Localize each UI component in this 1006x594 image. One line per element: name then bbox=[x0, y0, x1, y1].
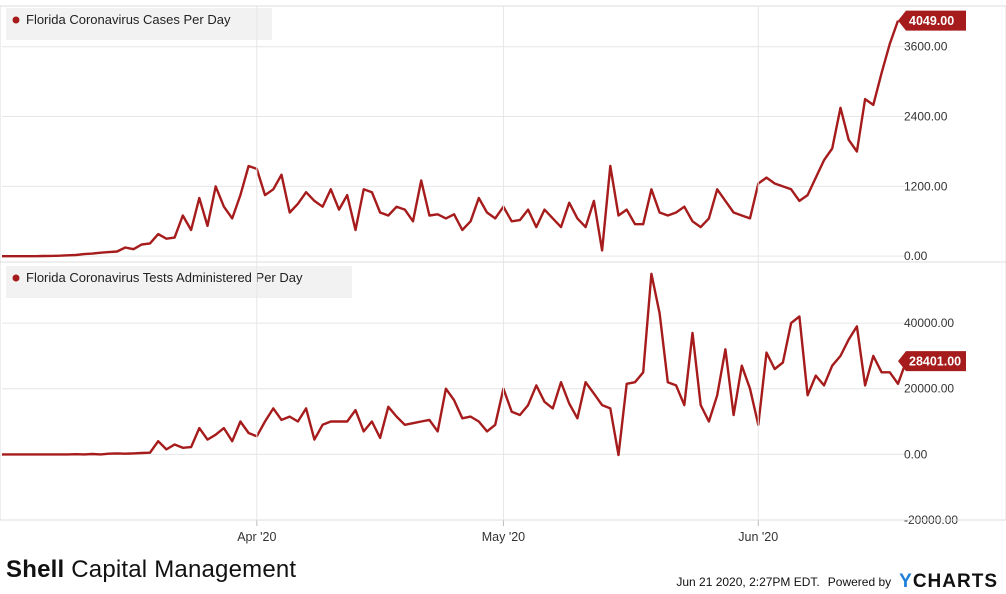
y-tick-label: 0.00 bbox=[904, 447, 928, 461]
series-title: Florida Coronavirus Cases Per Day bbox=[26, 12, 231, 27]
brand-rest: Capital Management bbox=[71, 556, 297, 583]
powered-by-label: Powered by bbox=[827, 575, 892, 589]
y-tick-label: 1200.00 bbox=[904, 179, 948, 193]
last-value-badge-bg bbox=[898, 351, 966, 372]
last-value-badge-bg bbox=[898, 10, 966, 31]
last-value-label: 28401.00 bbox=[909, 355, 961, 369]
cases-panel: 0.00 1200.00 2400.00 3600.00 Florida Coronav… bbox=[2, 8, 966, 263]
last-value-badge: 28401.00 bbox=[898, 351, 966, 372]
timestamp: Jun 21 2020, 2:27PM EDT. bbox=[676, 575, 820, 589]
y-tick-label: 2400.00 bbox=[904, 110, 948, 124]
y-tick-label: 20000.00 bbox=[904, 382, 954, 396]
series-title-box bbox=[6, 8, 272, 40]
series-title-box bbox=[6, 266, 352, 298]
x-tick-label: May '20 bbox=[482, 530, 525, 544]
series-marker-icon bbox=[12, 16, 20, 24]
ycharts-logo-y: Y bbox=[899, 571, 913, 592]
y-tick-label: 40000.00 bbox=[904, 316, 954, 330]
x-tick-label: Jun '20 bbox=[738, 530, 778, 544]
series-line bbox=[2, 20, 900, 258]
last-value-label: 4049.00 bbox=[909, 14, 954, 28]
ycharts-logo[interactable]: YCHARTS bbox=[899, 571, 998, 593]
y-tick-label: 0.00 bbox=[904, 249, 928, 263]
brand-bold: Shell bbox=[6, 556, 65, 583]
footer-info: Jun 21 2020, 2:27PM EDT. Powered by YCHA… bbox=[676, 571, 998, 593]
x-axis: Apr '20 May '20 Jun '20 bbox=[237, 520, 778, 544]
x-tick-label: Apr '20 bbox=[237, 530, 276, 544]
series-marker-icon bbox=[12, 274, 20, 282]
chart-canvas: 0.00 1200.00 2400.00 3600.00 Florida Coronav… bbox=[0, 5, 1006, 544]
series-title: Florida Coronavirus Tests Administered P… bbox=[26, 270, 303, 285]
brand-logo: Shell Capital Management bbox=[6, 556, 296, 584]
last-value-badge: 4049.00 bbox=[898, 10, 966, 31]
ycharts-logo-rest: CHARTS bbox=[912, 571, 998, 592]
y-tick-label: 3600.00 bbox=[904, 40, 948, 54]
series-line bbox=[2, 272, 908, 457]
